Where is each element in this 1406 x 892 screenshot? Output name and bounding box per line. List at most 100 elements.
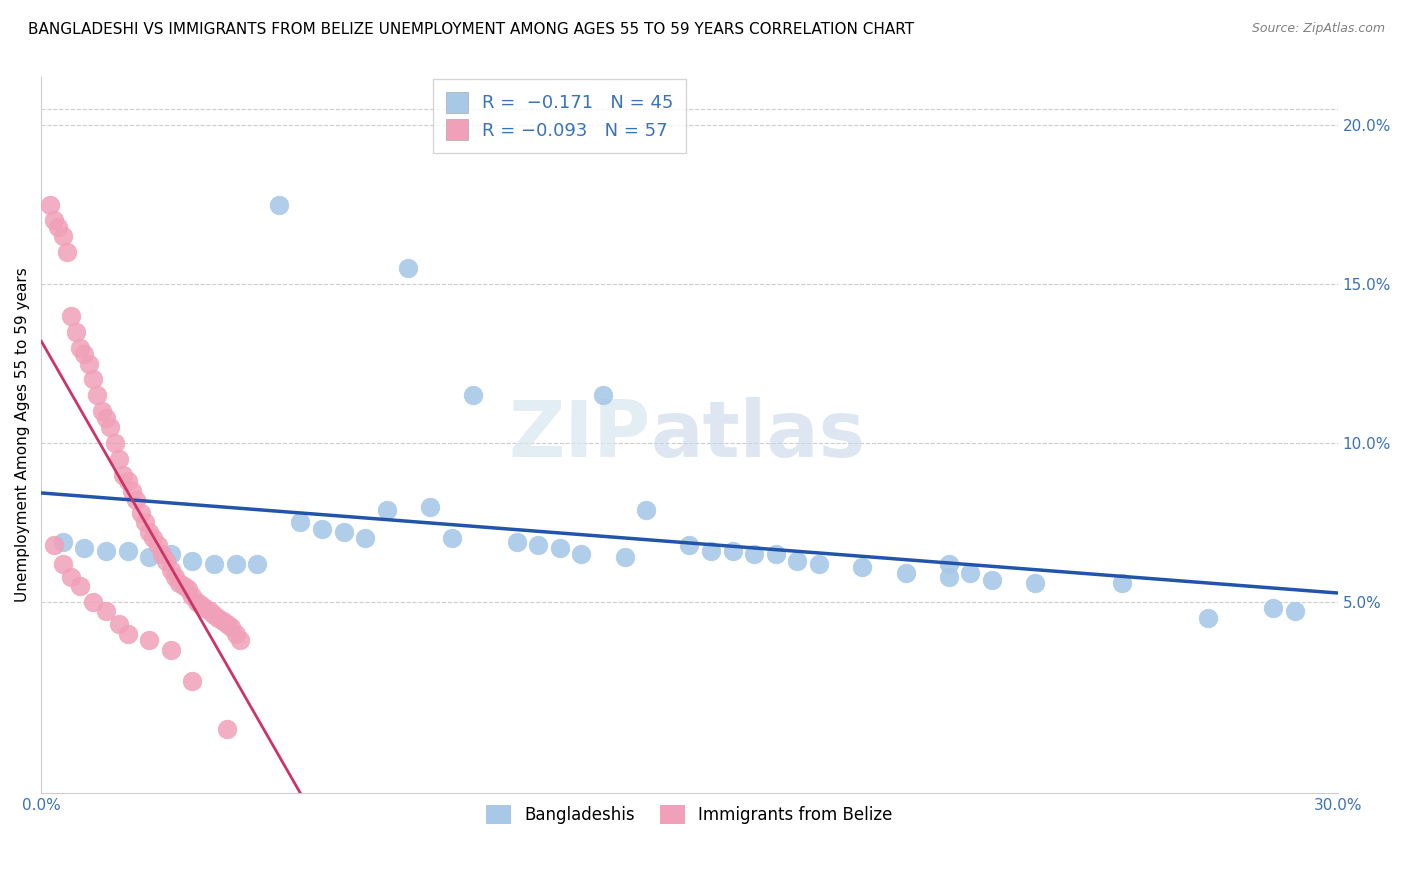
Point bbox=[42, 538, 65, 552]
Point bbox=[527, 538, 550, 552]
Point bbox=[678, 538, 700, 552]
Point bbox=[786, 553, 808, 567]
Point bbox=[138, 633, 160, 648]
Point bbox=[186, 595, 208, 609]
Point bbox=[38, 197, 60, 211]
Point bbox=[938, 557, 960, 571]
Point bbox=[207, 611, 229, 625]
Point bbox=[700, 544, 723, 558]
Point bbox=[52, 534, 75, 549]
Point bbox=[138, 550, 160, 565]
Point bbox=[808, 557, 831, 571]
Point bbox=[215, 722, 238, 736]
Point bbox=[90, 404, 112, 418]
Point bbox=[69, 341, 91, 355]
Point bbox=[125, 493, 148, 508]
Point bbox=[938, 569, 960, 583]
Point bbox=[138, 524, 160, 539]
Point bbox=[613, 550, 636, 565]
Point bbox=[65, 325, 87, 339]
Point bbox=[94, 605, 117, 619]
Point bbox=[117, 544, 139, 558]
Point bbox=[121, 483, 143, 498]
Legend: Bangladeshis, Immigrants from Belize: Bangladeshis, Immigrants from Belize bbox=[477, 795, 903, 834]
Point bbox=[246, 557, 269, 571]
Point bbox=[332, 524, 354, 539]
Point bbox=[60, 569, 83, 583]
Point bbox=[56, 245, 79, 260]
Point bbox=[636, 502, 658, 516]
Point bbox=[73, 347, 96, 361]
Point bbox=[94, 544, 117, 558]
Point bbox=[146, 538, 169, 552]
Point bbox=[548, 541, 571, 555]
Point bbox=[112, 467, 135, 482]
Point bbox=[173, 579, 195, 593]
Text: Source: ZipAtlas.com: Source: ZipAtlas.com bbox=[1251, 22, 1385, 36]
Point bbox=[202, 607, 225, 622]
Point bbox=[765, 547, 787, 561]
Point bbox=[959, 566, 981, 581]
Point bbox=[86, 388, 108, 402]
Point bbox=[165, 569, 187, 583]
Point bbox=[134, 516, 156, 530]
Point bbox=[103, 436, 125, 450]
Point bbox=[129, 506, 152, 520]
Point bbox=[267, 197, 290, 211]
Point bbox=[108, 451, 131, 466]
Point bbox=[419, 500, 441, 514]
Y-axis label: Unemployment Among Ages 55 to 59 years: Unemployment Among Ages 55 to 59 years bbox=[15, 268, 30, 602]
Point bbox=[108, 617, 131, 632]
Point bbox=[82, 595, 104, 609]
Point bbox=[592, 388, 614, 402]
Point bbox=[1261, 601, 1284, 615]
Point bbox=[1024, 575, 1046, 590]
Point bbox=[194, 601, 217, 615]
Point bbox=[198, 605, 221, 619]
Point bbox=[190, 598, 212, 612]
Point bbox=[571, 547, 593, 561]
Point bbox=[225, 557, 247, 571]
Point bbox=[505, 534, 527, 549]
Point bbox=[42, 213, 65, 227]
Point bbox=[159, 547, 181, 561]
Point bbox=[215, 617, 238, 632]
Point bbox=[1284, 605, 1306, 619]
Point bbox=[354, 532, 377, 546]
Point bbox=[440, 532, 463, 546]
Point bbox=[177, 582, 200, 597]
Point bbox=[169, 575, 191, 590]
Point bbox=[229, 633, 252, 648]
Point bbox=[1197, 611, 1219, 625]
Point bbox=[311, 522, 333, 536]
Point bbox=[73, 541, 96, 555]
Point bbox=[181, 553, 204, 567]
Point bbox=[894, 566, 917, 581]
Point bbox=[219, 620, 242, 634]
Text: ZIP: ZIP bbox=[509, 397, 651, 473]
Point bbox=[463, 388, 485, 402]
Point bbox=[742, 547, 765, 561]
Point bbox=[155, 553, 177, 567]
Point bbox=[52, 229, 75, 244]
Point bbox=[398, 261, 420, 276]
Point bbox=[98, 420, 121, 434]
Point bbox=[82, 372, 104, 386]
Text: atlas: atlas bbox=[651, 397, 866, 473]
Point bbox=[60, 309, 83, 323]
Point bbox=[225, 626, 247, 640]
Point bbox=[69, 579, 91, 593]
Point bbox=[117, 474, 139, 488]
Point bbox=[851, 560, 873, 574]
Point bbox=[375, 502, 398, 516]
Point bbox=[48, 219, 70, 234]
Text: BANGLADESHI VS IMMIGRANTS FROM BELIZE UNEMPLOYMENT AMONG AGES 55 TO 59 YEARS COR: BANGLADESHI VS IMMIGRANTS FROM BELIZE UN… bbox=[28, 22, 914, 37]
Point bbox=[94, 410, 117, 425]
Point bbox=[981, 573, 1004, 587]
Point bbox=[142, 532, 165, 546]
Point bbox=[202, 557, 225, 571]
Point bbox=[159, 563, 181, 577]
Point bbox=[117, 626, 139, 640]
Point bbox=[52, 557, 75, 571]
Point bbox=[1111, 575, 1133, 590]
